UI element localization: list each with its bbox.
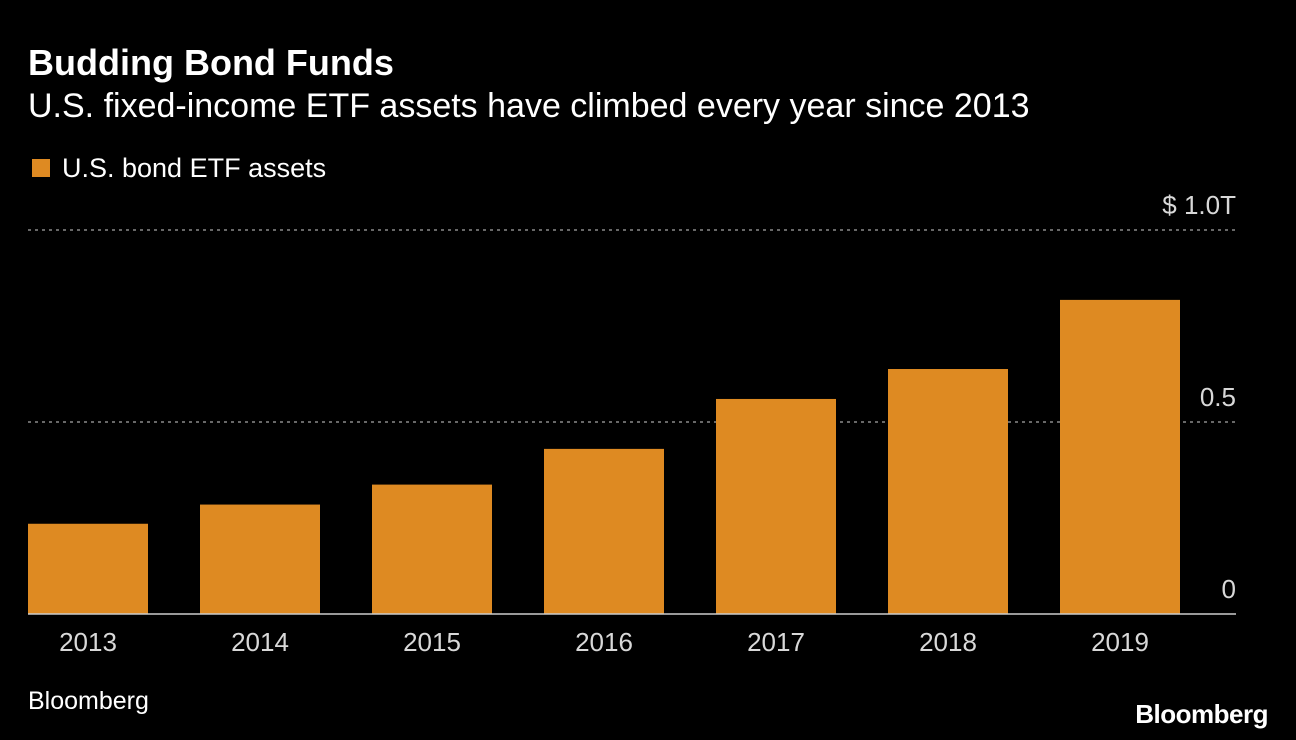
chart-subtitle: U.S. fixed-income ETF assets have climbe… xyxy=(28,87,1030,125)
bar-2018 xyxy=(888,369,1008,614)
bar-2017 xyxy=(716,398,836,614)
legend-swatch xyxy=(32,159,50,177)
bloomberg-logo: Bloomberg xyxy=(1135,699,1268,729)
chart-title: Budding Bond Funds xyxy=(28,42,394,83)
y-tick-label: $ 1.0T xyxy=(1162,190,1236,220)
x-tick-label: 2019 xyxy=(1091,627,1149,657)
y-tick-label: 0.5 xyxy=(1200,382,1236,412)
legend-label: U.S. bond ETF assets xyxy=(62,153,327,183)
y-tick-label: 0 xyxy=(1222,574,1236,604)
bar-2013 xyxy=(28,523,148,614)
x-tick-label: 2014 xyxy=(231,627,289,657)
legend: U.S. bond ETF assets xyxy=(32,152,326,184)
bar-2015 xyxy=(372,484,492,614)
bar-2016 xyxy=(544,448,664,614)
x-tick-label: 2013 xyxy=(59,627,117,657)
x-tick-label: 2018 xyxy=(919,627,977,657)
x-tick-label: 2015 xyxy=(403,627,461,657)
bar-2014 xyxy=(200,504,320,614)
bar-2019 xyxy=(1060,299,1180,614)
source-label: Bloomberg xyxy=(28,687,149,715)
x-tick-label: 2017 xyxy=(747,627,805,657)
x-tick-label: 2016 xyxy=(575,627,633,657)
